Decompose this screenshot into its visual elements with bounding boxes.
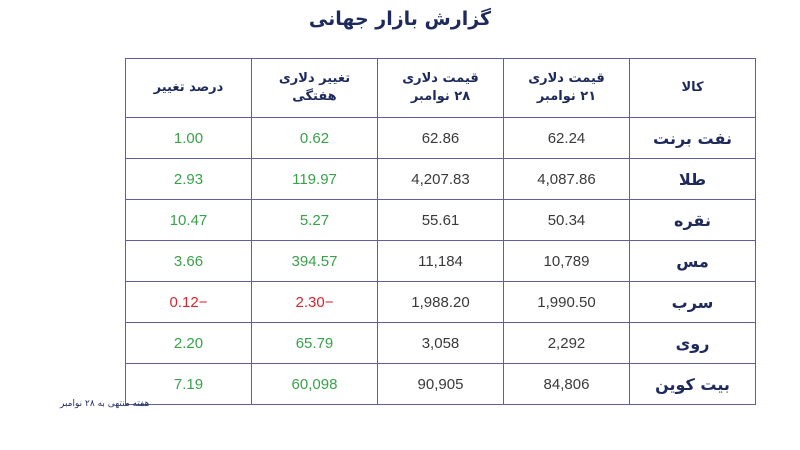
item-cell: بیت کوین	[629, 363, 756, 405]
value-cell: 119.97	[251, 158, 378, 200]
item-cell: مس	[629, 240, 756, 282]
value-cell: 10,789	[503, 240, 630, 282]
value-cell: 11,184	[377, 240, 504, 282]
header-cell: کالا	[629, 58, 756, 118]
item-cell: روی	[629, 322, 756, 364]
value-cell: 62.24	[503, 117, 630, 159]
table-row: بیت کوین 84,806 90,905 60,098 7.19	[125, 363, 756, 405]
value-cell: 90,905	[377, 363, 504, 405]
value-cell: 62.86	[377, 117, 504, 159]
header-cell: درصد تغییر	[125, 58, 252, 118]
item-cell: طلا	[629, 158, 756, 200]
value-cell: 4,087.86	[503, 158, 630, 200]
value-cell: 84,806	[503, 363, 630, 405]
title: گزارش بازار جهانی	[308, 8, 492, 30]
table-row: مس 10,789 11,184 394.57 3.66	[125, 240, 756, 282]
table-row: نقره 50.34 55.61 5.27 10.47	[125, 199, 756, 241]
value-cell: 3,058	[377, 322, 504, 364]
value-cell: 0.62	[251, 117, 378, 159]
value-cell: −0.12	[125, 281, 252, 323]
value-cell: 1,988.20	[377, 281, 504, 323]
value-cell: 1.00	[125, 117, 252, 159]
table-body: نفت برنت 62.24 62.86 0.62 1.00 طلا 4,087.86 4,2…	[125, 117, 756, 405]
header-cell: قیمت دلاری ۲۱ نوامبر	[503, 58, 630, 118]
table-row: روی 2,292 3,058 65.79 2.20	[125, 322, 756, 364]
footnote: هفته منتهی به ۲۸ نوامبر	[60, 399, 150, 409]
item-cell: سرب	[629, 281, 756, 323]
value-cell: 394.57	[251, 240, 378, 282]
value-cell: 2,292	[503, 322, 630, 364]
value-cell: 60,098	[251, 363, 378, 405]
value-cell: 50.34	[503, 199, 630, 241]
header-cell: قیمت دلاری ۲۸ نوامبر	[377, 58, 504, 118]
value-cell: 5.27	[251, 199, 378, 241]
market-table: کالا قیمت دلاری ۲۱ نوامبر قیمت دلاری ۲۸ نو…	[125, 58, 756, 405]
item-cell: نفت برنت	[629, 117, 756, 159]
table-row: سرب 1,990.50 1,988.20 −2.30 −0.12	[125, 281, 756, 323]
item-cell: نقره	[629, 199, 756, 241]
value-cell: 2.93	[125, 158, 252, 200]
header-cell: تغییر دلاری هفتگی	[251, 58, 378, 118]
value-cell: 3.66	[125, 240, 252, 282]
table-row: نفت برنت 62.24 62.86 0.62 1.00	[125, 117, 756, 159]
value-cell: 7.19	[125, 363, 252, 405]
value-cell: 10.47	[125, 199, 252, 241]
value-cell: 2.20	[125, 322, 252, 364]
value-cell: 1,990.50	[503, 281, 630, 323]
table-row: طلا 4,087.86 4,207.83 119.97 2.93	[125, 158, 756, 200]
value-cell: 55.61	[377, 199, 504, 241]
header-row: کالا قیمت دلاری ۲۱ نوامبر قیمت دلاری ۲۸ نو…	[125, 58, 756, 118]
value-cell: −2.30	[251, 281, 378, 323]
value-cell: 65.79	[251, 322, 378, 364]
value-cell: 4,207.83	[377, 158, 504, 200]
